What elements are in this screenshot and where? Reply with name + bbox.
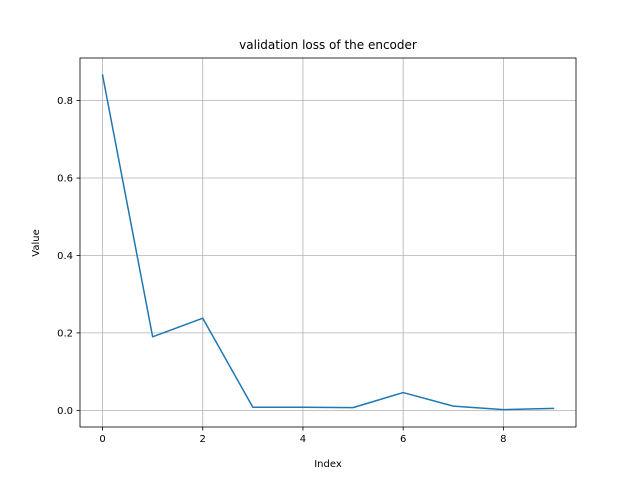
x-axis-ticks: 0 2 4 6 8 [99,427,507,445]
x-tick-label: 6 [400,434,406,445]
y-axis-ticks: 0.0 0.2 0.4 0.6 0.8 [57,96,80,417]
chart-title: validation loss of the encoder [239,38,417,52]
x-tick-label: 0 [99,434,105,445]
y-tick-label: 0.0 [57,406,73,417]
x-tick-label: 2 [200,434,206,445]
data-series-group [101,74,555,411]
x-axis-label: Index [314,459,342,470]
y-tick-label: 0.2 [57,328,73,339]
y-tick-label: 0.8 [57,96,73,107]
y-tick-label: 0.4 [57,251,73,262]
y-tick-label: 0.6 [57,174,73,185]
x-tick-label: 4 [300,434,306,445]
y-axis-label: Value [31,229,42,256]
plot-frame [79,57,577,428]
x-tick-label: 8 [500,434,506,445]
grid-lines [80,58,576,427]
series-line [101,74,555,411]
